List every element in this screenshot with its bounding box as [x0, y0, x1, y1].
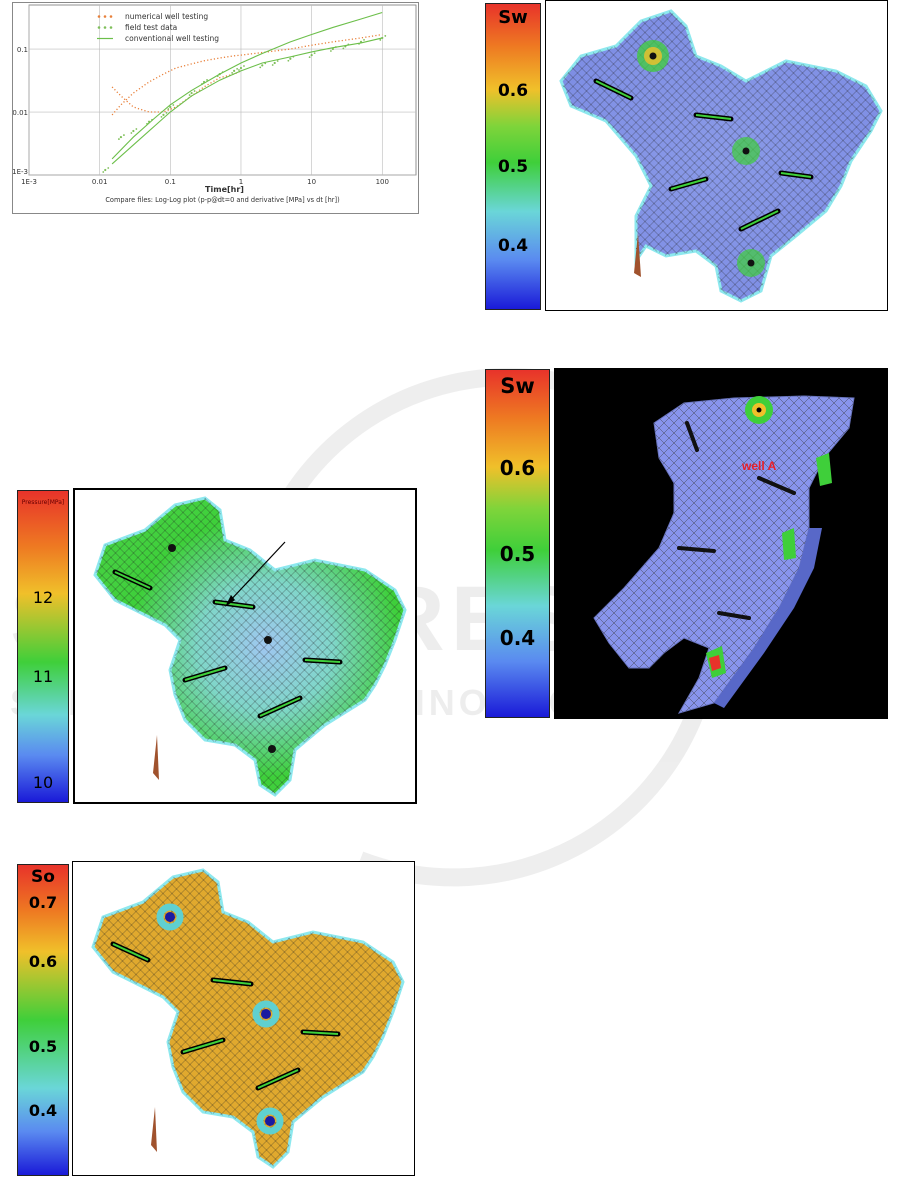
field-data-point	[130, 132, 133, 134]
field-data-point	[160, 115, 163, 118]
y-tick-label: 0.1	[17, 46, 28, 54]
field-data-point	[289, 57, 292, 60]
legend-marker	[103, 15, 107, 18]
field-data-point	[172, 104, 175, 106]
sw-3d-label-06: 0.6	[499, 456, 536, 480]
sw-3d-colorbar-title: Sw	[500, 374, 535, 398]
legend-marker	[97, 15, 101, 18]
so-label-04: 0.4	[28, 1101, 58, 1120]
sw-3d-label-05: 0.5	[499, 542, 536, 566]
field-data-point	[206, 79, 208, 81]
sw-3d-colorbar: Sw 0.6 0.5 0.4	[485, 369, 550, 718]
series-dotted-0	[111, 33, 383, 116]
series-line-3	[111, 11, 383, 160]
field-data-point	[287, 59, 290, 62]
field-data-point	[379, 39, 382, 41]
field-data-point	[273, 61, 276, 65]
so-colorbar: So 0.7 0.6 0.5 0.4	[17, 864, 69, 1176]
legend-entry: numerical well testing	[125, 12, 208, 21]
y-tick-label: 0.01	[13, 109, 28, 117]
pressure-map	[93, 496, 407, 797]
field-data-point	[132, 129, 135, 133]
pressure-label-12: 12	[32, 588, 54, 607]
so-map-panel	[72, 861, 415, 1176]
sw-3d-map: well A	[593, 395, 855, 714]
legend-marker	[97, 26, 101, 29]
field-data-point	[165, 111, 168, 114]
plot-frame	[28, 4, 417, 176]
sw-top-colorbar-title: Sw	[498, 7, 528, 28]
pressure-colorbar: Pressure[MPa] 12 11 10	[17, 490, 69, 803]
field-data-point	[342, 47, 345, 50]
field-data-point	[118, 138, 120, 140]
so-label-05: 0.5	[28, 1037, 58, 1056]
x-axis-label: Time[hr]	[205, 185, 244, 194]
loglog-chart: 1E-3 0.01 0.1 1 10 100 1E-3 0.01 0.1 numerical we…	[12, 2, 419, 214]
sw-top-colorbar: Sw 0.6 0.5 0.4	[485, 3, 541, 310]
sw-top-label-06: 0.6	[497, 81, 529, 101]
chart-plot-area: 1E-3 0.01 0.1 1 10 100 1E-3 0.01 0.1 numerical we…	[13, 4, 417, 204]
sw-top-map	[559, 9, 883, 303]
field-data-point	[104, 168, 107, 172]
field-data-point	[243, 65, 245, 67]
legend-marker	[103, 26, 107, 29]
field-data-point	[259, 66, 262, 69]
field-data-point	[384, 35, 387, 37]
so-label-06: 0.6	[28, 952, 58, 971]
series-line-4	[111, 37, 383, 165]
legend-entry: conventional well testing	[125, 34, 219, 43]
x-tick-label: 1	[239, 178, 243, 186]
field-data-point	[330, 50, 332, 52]
field-data-point	[107, 167, 110, 169]
field-data-point	[261, 64, 264, 67]
field-data-point	[135, 128, 138, 130]
x-tick-label: 10	[307, 178, 316, 186]
field-data-point	[123, 134, 125, 136]
so-map	[91, 868, 405, 1169]
pressure-label-10: 10	[32, 773, 54, 792]
x-tick-label: 1E-3	[21, 178, 37, 186]
pressure-map-panel	[73, 488, 417, 804]
field-data-point	[236, 67, 239, 70]
sw-3d-label-04: 0.4	[499, 626, 536, 650]
field-data-point	[169, 105, 172, 109]
sw-top-label-05: 0.5	[497, 157, 529, 177]
field-data-point	[276, 60, 279, 62]
chart-caption: Compare files: Log-Log plot (p-p@dt=0 an…	[105, 196, 339, 204]
field-data-point	[162, 113, 165, 116]
field-data-point	[239, 66, 243, 70]
field-data-point	[102, 171, 105, 173]
y-tick-label: 1E-3	[13, 168, 28, 176]
field-data-point	[167, 108, 170, 110]
x-tick-label: 0.01	[92, 178, 108, 186]
field-data-point	[310, 54, 313, 57]
so-label-07: 0.7	[28, 893, 58, 912]
x-tick-label: 0.1	[165, 178, 176, 186]
field-data-point	[231, 71, 234, 74]
x-tick-label: 100	[376, 178, 389, 186]
sw-3d-map-panel: well A	[554, 368, 888, 719]
field-data-point	[119, 135, 123, 139]
legend-marker	[109, 26, 113, 29]
well-a-label: well A	[741, 459, 777, 473]
field-data-point	[308, 56, 311, 59]
legend-marker	[109, 15, 113, 18]
field-data-point	[238, 69, 240, 71]
field-data-point	[233, 69, 236, 72]
field-data-point	[313, 52, 316, 55]
pressure-colorbar-title: Pressure[MPa]	[21, 499, 65, 506]
field-data-point	[271, 64, 274, 66]
field-data-point	[193, 90, 196, 92]
sw-top-map-panel	[545, 0, 888, 311]
field-data-point	[331, 47, 335, 51]
legend-entry: field test data	[125, 23, 177, 32]
so-colorbar-title: So	[31, 867, 55, 887]
field-data-point	[363, 38, 365, 41]
pressure-label-11: 11	[32, 667, 54, 686]
field-data-point	[190, 91, 193, 95]
field-data-point	[188, 94, 191, 96]
sw-top-label-04: 0.4	[497, 236, 529, 256]
